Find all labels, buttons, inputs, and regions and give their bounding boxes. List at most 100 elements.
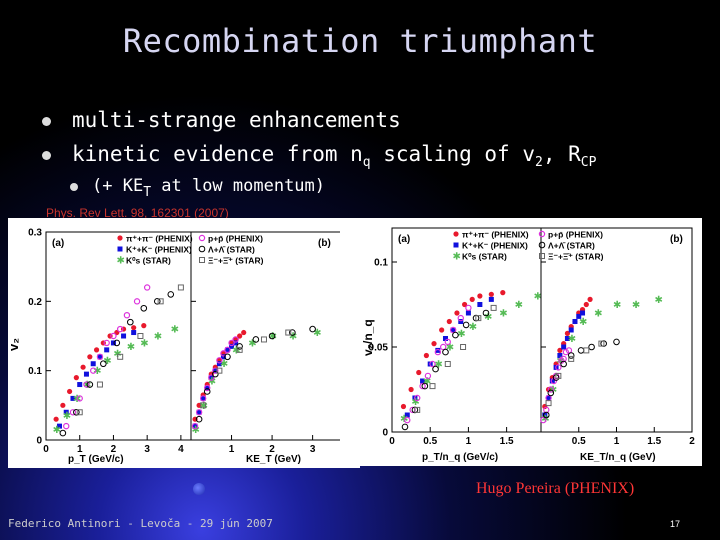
panel-label: (a) xyxy=(52,238,64,249)
left-figure: v₂ p_T (GeV/c) KE_T (GeV) 0 0.1 0.2 0.3 0 1 2 3… xyxy=(6,218,360,468)
data-point xyxy=(568,355,575,362)
data-point xyxy=(236,346,243,353)
data-point xyxy=(233,340,239,346)
data-point xyxy=(131,325,137,331)
data-point xyxy=(76,409,83,416)
footer-text: Federico Antinori - Levoča - 29 jún 2007 xyxy=(8,517,273,530)
data-point xyxy=(212,368,218,374)
data-point xyxy=(429,383,436,390)
y-tick-label: 0.05 xyxy=(369,343,389,354)
x-tick-label: 2 xyxy=(269,444,275,455)
data-point xyxy=(113,339,121,347)
data-point xyxy=(195,415,203,423)
data-point xyxy=(414,406,421,413)
data-point xyxy=(229,343,235,349)
data-point xyxy=(416,369,422,376)
decorative-orb-icon xyxy=(193,483,205,495)
data-point xyxy=(421,382,429,390)
bullet-dot-icon xyxy=(42,117,51,126)
data-point xyxy=(545,400,552,407)
data-point: ✱ xyxy=(313,328,321,339)
data-point xyxy=(133,298,141,305)
data-point: ✱ xyxy=(171,325,179,336)
data-point xyxy=(198,245,206,253)
data-point xyxy=(555,364,562,371)
data-point xyxy=(542,412,548,418)
data-point xyxy=(137,333,144,339)
data-point: ✱ xyxy=(484,312,492,323)
data-point xyxy=(220,350,227,357)
data-point xyxy=(555,372,562,379)
data-point xyxy=(613,338,620,346)
data-point xyxy=(195,409,203,416)
y-tick-label: 0.2 xyxy=(28,297,42,308)
data-point xyxy=(449,326,457,334)
reference-citation: Phys. Rev Lett. 98, 162301 (2007) xyxy=(46,206,229,220)
bullet-text-part: at low momentum) xyxy=(151,176,326,196)
data-point xyxy=(572,319,578,324)
data-point xyxy=(127,318,134,326)
bullet-subscript: CP xyxy=(580,155,597,170)
data-point: ✱ xyxy=(140,338,148,349)
legend-label: π⁺+π⁻ (PHENIX) xyxy=(462,230,529,240)
data-point xyxy=(565,347,573,354)
data-point xyxy=(561,344,567,350)
data-point xyxy=(87,354,93,360)
legend-label: K⁺+K⁻ (PHENIX) xyxy=(462,241,528,251)
panel-label: (b) xyxy=(670,234,683,245)
data-point xyxy=(423,352,429,359)
data-point: ✱ xyxy=(423,377,431,388)
data-point xyxy=(198,234,206,242)
x-axis-label-b: KE_T (GeV) xyxy=(246,454,301,465)
data-point xyxy=(465,304,472,312)
data-point: ✱ xyxy=(127,342,135,353)
legend-label: Ξ⁻+Ξ̄⁺ (STAR) xyxy=(548,252,604,262)
y-tick-label: 0.3 xyxy=(28,228,42,239)
data-point: ✱ xyxy=(53,425,61,436)
data-point: ✱ xyxy=(499,309,507,320)
y-tick-label: 0 xyxy=(382,428,388,439)
data-point xyxy=(204,385,210,391)
data-point xyxy=(465,310,471,316)
data-point xyxy=(177,284,184,291)
data-point xyxy=(488,296,494,302)
data-point: ✱ xyxy=(655,295,663,306)
data-point xyxy=(583,301,589,308)
data-point xyxy=(539,253,545,259)
data-point: ✱ xyxy=(613,300,621,311)
data-point xyxy=(450,327,456,333)
data-point xyxy=(446,318,452,325)
data-point xyxy=(458,319,464,324)
data-point xyxy=(547,389,555,397)
data-point: ✱ xyxy=(411,397,419,408)
data-point xyxy=(414,394,421,402)
data-point xyxy=(460,344,467,350)
bullet-text: multi-strange enhancements xyxy=(72,108,401,132)
data-point xyxy=(588,343,595,351)
bullet-text-part: (+ KE xyxy=(92,176,144,196)
data-point xyxy=(540,416,547,424)
y-axis-label: v₂/n_q xyxy=(361,319,375,356)
bullet-subscript: q xyxy=(362,155,371,170)
data-point xyxy=(482,309,490,317)
x-axis-label-b: KE_T/n_q (GeV) xyxy=(580,452,656,463)
x-tick-label: 0.5 xyxy=(572,436,586,447)
data-point xyxy=(140,304,148,312)
legend-label: Λ+Λ̄ (STAR) xyxy=(548,241,595,251)
data-point xyxy=(97,354,103,360)
data-point xyxy=(429,360,436,368)
data-point xyxy=(538,241,546,249)
right-figure-svg: v₂/n_q p_T/n_q (GeV/c) KE_T/n_q (GeV) 00… xyxy=(361,227,695,463)
x-tick-label: 3 xyxy=(144,444,150,455)
data-point xyxy=(143,284,151,291)
data-point xyxy=(224,347,230,353)
data-point: ✱ xyxy=(248,338,256,349)
data-point xyxy=(121,333,127,339)
data-point xyxy=(419,382,426,390)
data-point xyxy=(83,381,90,388)
legend-label: p+p̄ (PHENIX) xyxy=(548,230,603,240)
data-point: ✱ xyxy=(117,256,125,267)
data-point xyxy=(63,409,69,415)
data-point: ✱ xyxy=(556,356,564,367)
